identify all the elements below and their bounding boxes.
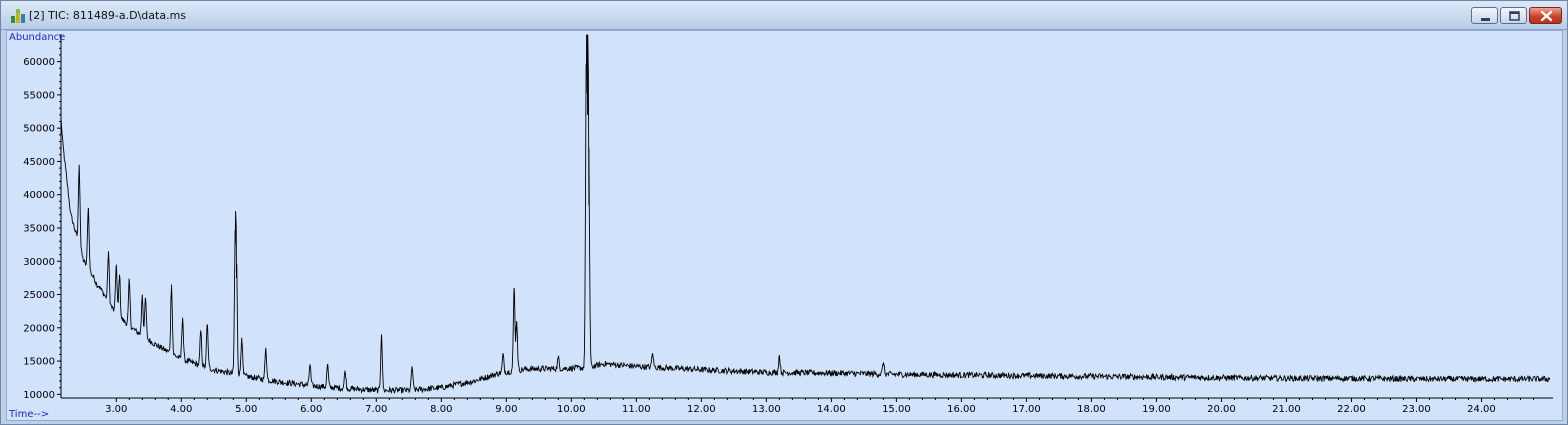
x-tick-label: 17.00 [1012,404,1041,415]
x-tick-label: 24.00 [1467,404,1496,415]
y-tick-label: 45000 [23,157,55,168]
y-axis-title: Abundance [9,32,65,43]
x-tick-label: 15.00 [882,404,911,415]
y-tick-label: 55000 [23,90,55,101]
x-tick-label: 18.00 [1077,404,1106,415]
x-tick-label: 23.00 [1402,404,1431,415]
y-tick-label: 35000 [23,223,55,234]
y-tick-label: 40000 [23,190,55,201]
y-tick-label: 30000 [23,257,55,268]
x-tick-label: 6.00 [300,404,322,415]
x-tick-label: 11.00 [622,404,651,415]
tic-chromatogram-chart[interactable]: Abundance Time--> 10000 15000 20000 25000 30… [6,30,1563,421]
maximize-icon [1509,11,1520,21]
x-tick-label: 5.00 [235,404,257,415]
x-tick-label: 4.00 [170,404,192,415]
y-tick-label: 60000 [23,57,55,68]
minimize-icon [1481,18,1490,21]
y-tick-label: 20000 [23,323,55,334]
title-bar[interactable]: [2] TIC: 811489-a.D\data.ms [1,1,1567,30]
x-tick-label: 13.00 [752,404,781,415]
close-icon [1540,10,1553,22]
maximize-button[interactable] [1500,7,1527,24]
y-tick-label: 10000 [23,390,55,401]
y-axis: 10000 15000 20000 25000 30000 35000 40000 45000… [23,34,62,401]
x-tick-label: 7.00 [365,404,387,415]
x-tick-label: 16.00 [947,404,976,415]
x-tick-label: 8.00 [430,404,452,415]
x-tick-label: 9.00 [495,404,517,415]
minimize-button[interactable] [1471,7,1498,24]
close-button[interactable] [1529,7,1562,24]
x-tick-label: 21.00 [1272,404,1301,415]
y-tick-label: 25000 [23,290,55,301]
tic-trace-line [60,34,1551,395]
x-tick-label: 14.00 [817,404,846,415]
y-tick-label: 15000 [23,357,55,368]
x-tick-label: 3.00 [105,404,127,415]
x-tick-label: 22.00 [1337,404,1366,415]
x-tick-label: 12.00 [687,404,716,415]
x-tick-label: 10.00 [557,404,586,415]
chromatogram-app-icon [10,8,26,24]
x-axis: 3.00 4.00 5.00 6.00 7.00 8.00 9.00 10.00 11.00 12… [61,397,1553,415]
x-tick-label: 20.00 [1207,404,1236,415]
x-tick-label: 19.00 [1142,404,1171,415]
x-axis-title: Time--> [8,409,49,420]
window-title: [2] TIC: 811489-a.D\data.ms [29,9,187,22]
y-tick-label: 50000 [23,124,55,135]
